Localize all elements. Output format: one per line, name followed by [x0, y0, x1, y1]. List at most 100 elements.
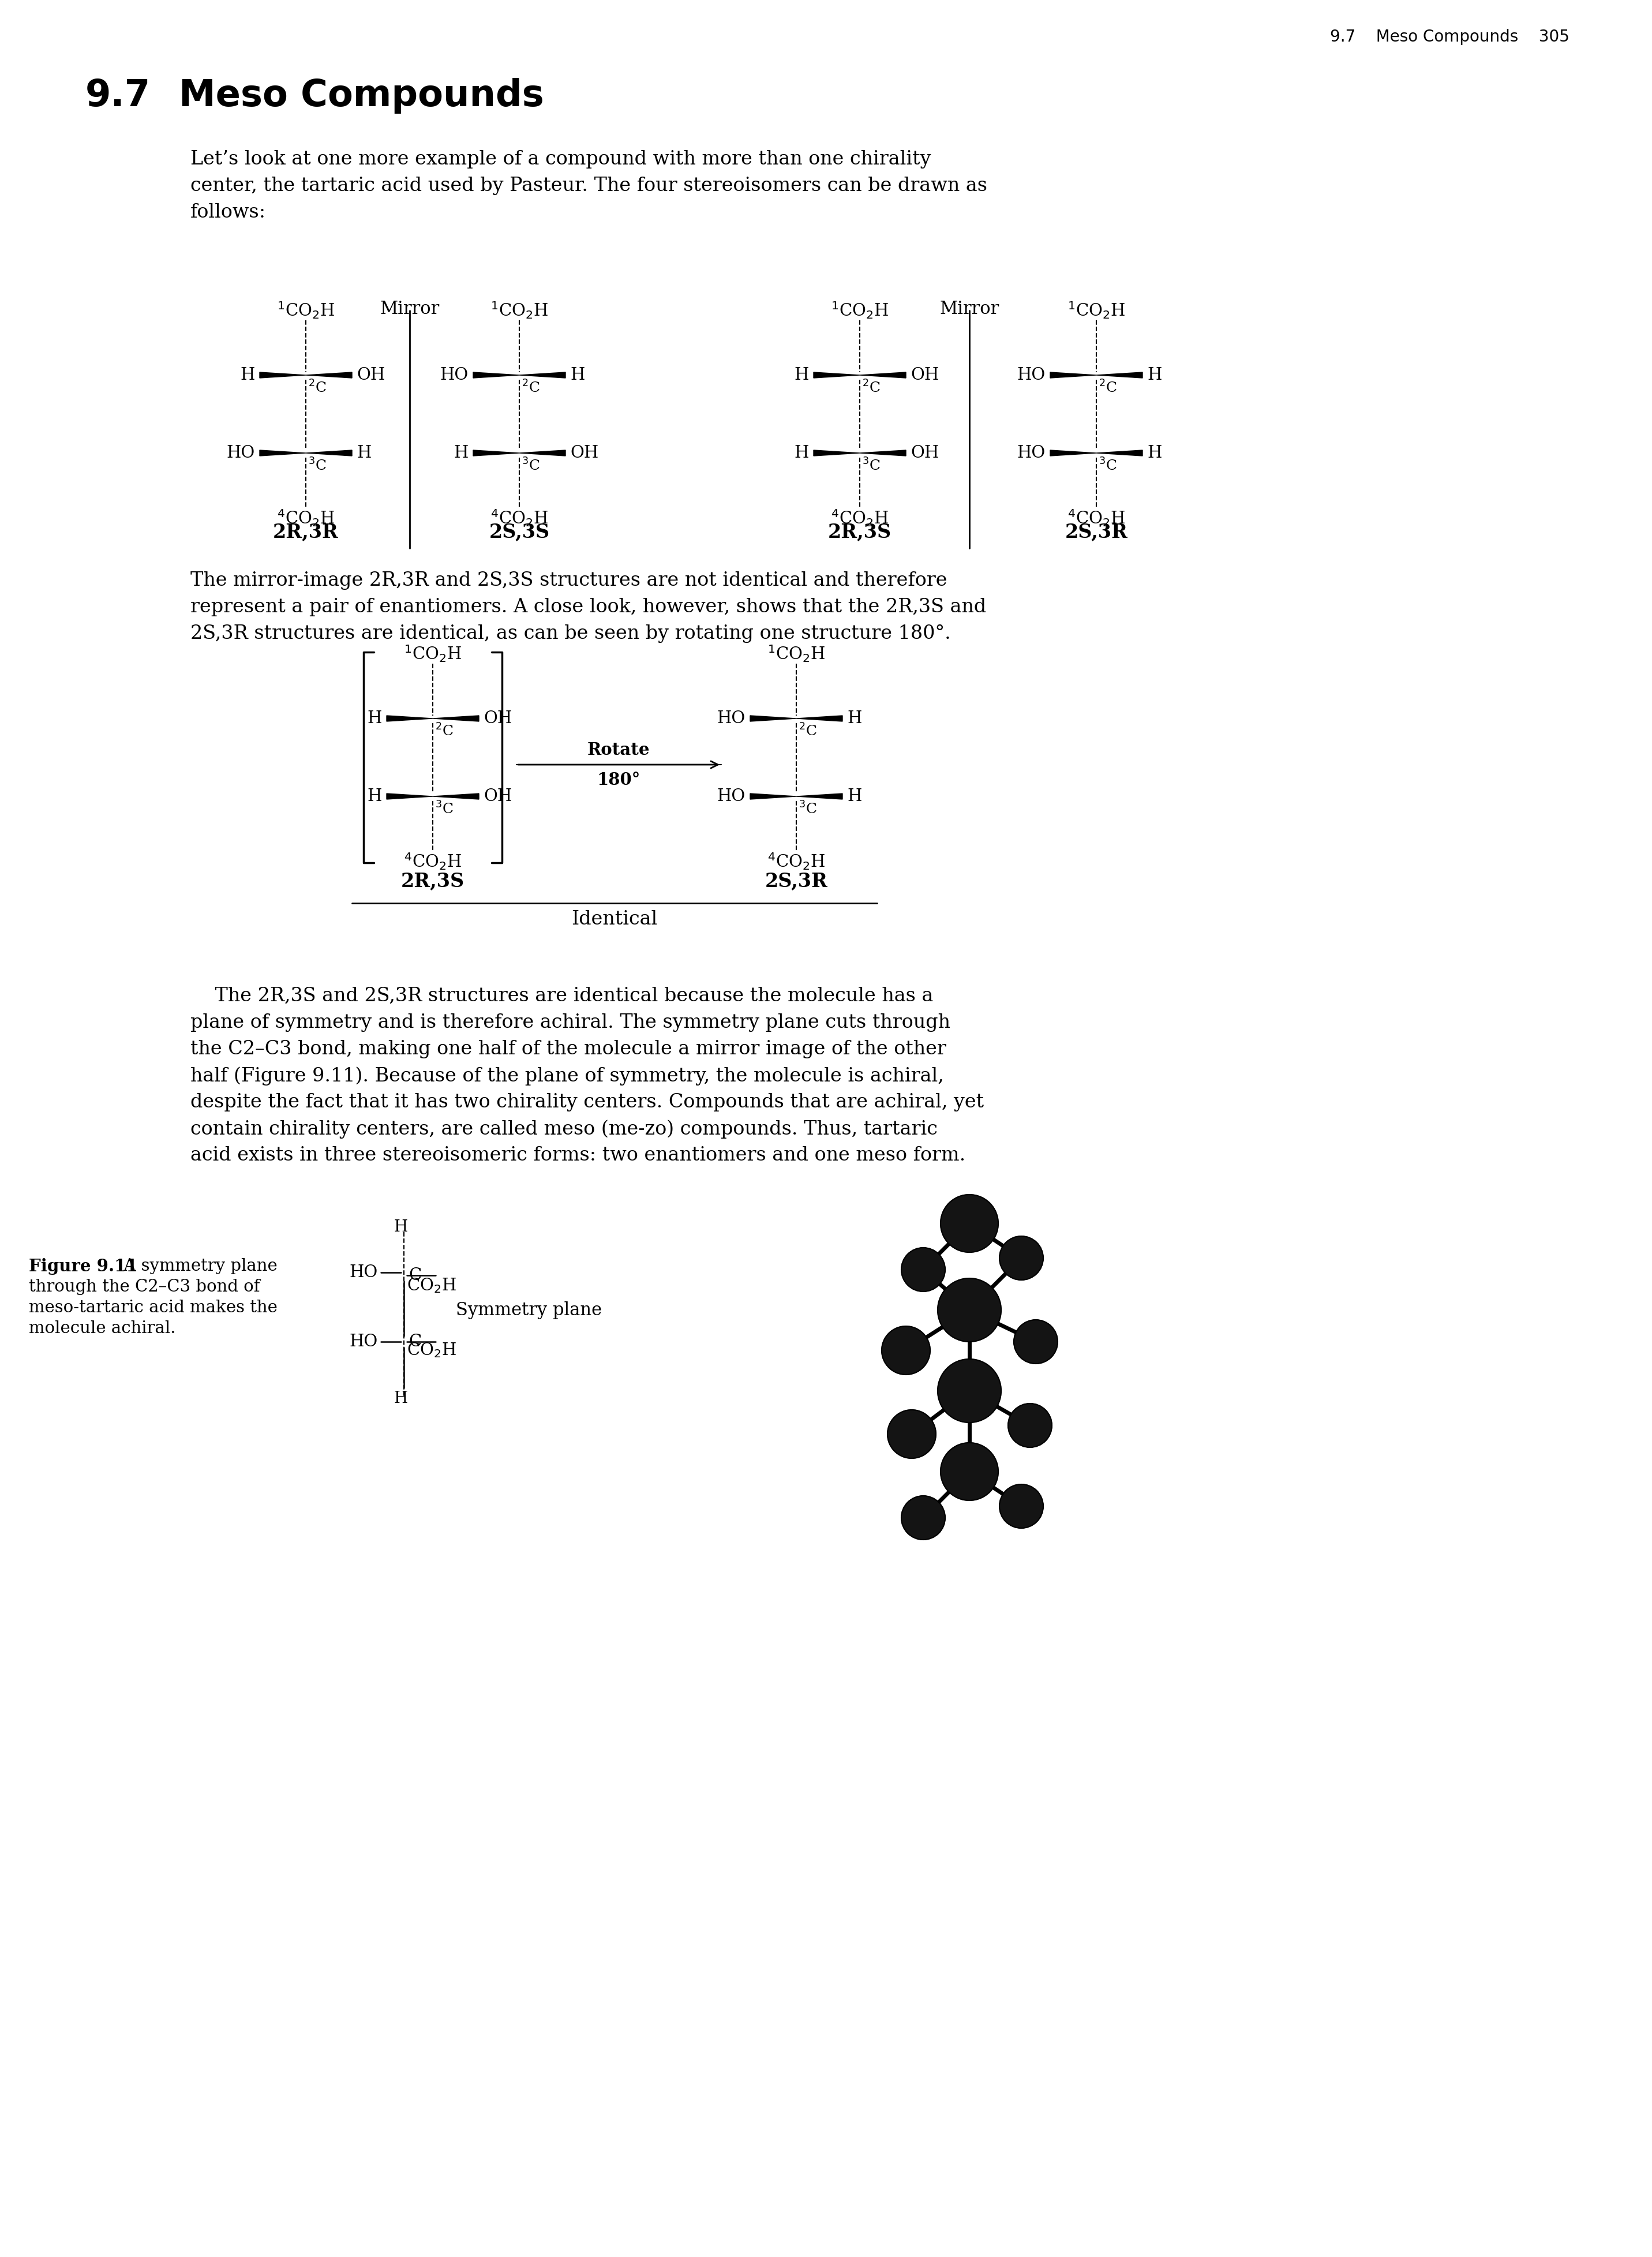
Circle shape [940, 1194, 998, 1253]
Circle shape [999, 1237, 1044, 1280]
Text: OH: OH [484, 711, 512, 727]
Circle shape [938, 1359, 1001, 1422]
Text: follows:: follows: [190, 203, 266, 221]
Text: $^3$C: $^3$C [309, 458, 327, 474]
Circle shape [1008, 1404, 1052, 1447]
Circle shape [1014, 1320, 1057, 1363]
Text: H: H [795, 445, 809, 460]
Text: 9.7: 9.7 [86, 79, 150, 113]
Polygon shape [306, 372, 352, 377]
Text: $^4$CO$_2$H: $^4$CO$_2$H [403, 851, 461, 871]
Text: OH: OH [910, 368, 938, 384]
Text: 2S,3R structures are identical, as can be seen by rotating one structure 180°.: 2S,3R structures are identical, as can b… [190, 625, 952, 643]
Text: $^1$CO$_2$H: $^1$CO$_2$H [768, 643, 824, 664]
Text: HO: HO [1018, 445, 1046, 460]
Text: H: H [367, 711, 382, 727]
Text: H: H [847, 788, 862, 803]
Text: $^2$C: $^2$C [522, 379, 540, 395]
Polygon shape [796, 794, 843, 799]
Text: H: H [395, 1219, 408, 1235]
Polygon shape [387, 715, 433, 722]
Polygon shape [472, 372, 519, 377]
Text: $^3$C: $^3$C [1099, 458, 1117, 474]
Text: 2R,3S: 2R,3S [828, 521, 892, 542]
Polygon shape [813, 449, 859, 456]
Text: acid exists in three stereoisomeric forms: two enantiomers and one meso form.: acid exists in three stereoisomeric form… [190, 1147, 965, 1165]
Text: contain chirality centers, are called meso (me-zo) compounds. Thus, tartaric: contain chirality centers, are called me… [190, 1119, 938, 1138]
Polygon shape [859, 372, 905, 377]
Text: 2S,3S: 2S,3S [489, 521, 550, 542]
Polygon shape [259, 372, 306, 377]
Circle shape [882, 1327, 930, 1375]
Text: Figure 9.11: Figure 9.11 [28, 1257, 137, 1275]
Polygon shape [1051, 372, 1097, 377]
Polygon shape [750, 715, 796, 722]
Text: plane of symmetry and is therefore achiral. The symmetry plane cuts through: plane of symmetry and is therefore achir… [190, 1013, 950, 1031]
Polygon shape [859, 449, 905, 456]
Text: Symmetry plane: Symmetry plane [456, 1300, 601, 1318]
Text: H: H [241, 368, 254, 384]
Text: $^3$C: $^3$C [434, 801, 453, 817]
Text: HO: HO [350, 1334, 378, 1350]
Text: $^1$CO$_2$H: $^1$CO$_2$H [491, 300, 548, 320]
Text: H: H [795, 368, 809, 384]
Text: H: H [395, 1390, 408, 1406]
Text: despite the fact that it has two chirality centers. Compounds that are achiral, : despite the fact that it has two chirali… [190, 1092, 985, 1110]
Text: $^4$CO$_2$H: $^4$CO$_2$H [278, 508, 335, 528]
Text: 2S,3R: 2S,3R [765, 871, 828, 892]
Text: HO: HO [439, 368, 469, 384]
Text: OH: OH [484, 788, 512, 803]
Text: 9.7    Meso Compounds    305: 9.7 Meso Compounds 305 [1330, 29, 1569, 45]
Text: $^4$CO$_2$H: $^4$CO$_2$H [491, 508, 548, 528]
Text: Rotate: Rotate [586, 743, 649, 758]
Text: HO: HO [350, 1264, 378, 1280]
Circle shape [902, 1496, 945, 1539]
Text: H: H [357, 445, 372, 460]
Text: the C2–C3 bond, making one half of the molecule a mirror image of the other: the C2–C3 bond, making one half of the m… [190, 1040, 947, 1059]
Text: OH: OH [570, 445, 598, 460]
Text: OH: OH [357, 368, 385, 384]
Polygon shape [1051, 449, 1097, 456]
Text: C: C [408, 1334, 421, 1350]
Text: through the C2–C3 bond of: through the C2–C3 bond of [28, 1280, 259, 1296]
Text: H: H [454, 445, 469, 460]
Text: HO: HO [717, 711, 745, 727]
Text: $^3$C: $^3$C [522, 458, 540, 474]
Text: represent a pair of enantiomers. A close look, however, shows that the 2R,3S and: represent a pair of enantiomers. A close… [190, 598, 986, 616]
Polygon shape [433, 715, 479, 722]
Text: $^2$C: $^2$C [798, 722, 816, 738]
Polygon shape [306, 449, 352, 456]
Polygon shape [796, 715, 843, 722]
Text: $^2$C: $^2$C [309, 379, 327, 395]
Text: $^1$CO$_2$H: $^1$CO$_2$H [403, 643, 461, 664]
Circle shape [940, 1442, 998, 1501]
Text: 2S,3R: 2S,3R [1066, 521, 1128, 542]
Circle shape [999, 1485, 1044, 1528]
Text: Identical: Identical [572, 910, 657, 928]
Circle shape [887, 1411, 937, 1458]
Text: CO$_2$H: CO$_2$H [406, 1341, 456, 1359]
Polygon shape [750, 794, 796, 799]
Text: H: H [847, 711, 862, 727]
Text: HO: HO [1018, 368, 1046, 384]
Text: $^3$C: $^3$C [798, 801, 816, 817]
Text: $^1$CO$_2$H: $^1$CO$_2$H [278, 300, 335, 320]
Text: H: H [1146, 368, 1161, 384]
Text: 180°: 180° [596, 772, 641, 788]
Text: H: H [367, 788, 382, 803]
Text: Mirror: Mirror [380, 300, 439, 318]
Text: $^3$C: $^3$C [862, 458, 881, 474]
Text: molecule achiral.: molecule achiral. [28, 1320, 175, 1336]
Text: C: C [408, 1266, 421, 1284]
Text: $^4$CO$_2$H: $^4$CO$_2$H [768, 851, 824, 871]
Polygon shape [519, 372, 565, 377]
Polygon shape [813, 372, 859, 377]
Text: Let’s look at one more example of a compound with more than one chirality: Let’s look at one more example of a comp… [190, 149, 932, 169]
Text: $^1$CO$_2$H: $^1$CO$_2$H [831, 300, 889, 320]
Polygon shape [1097, 449, 1143, 456]
Text: center, the tartaric acid used by Pasteur. The four stereoisomers can be drawn a: center, the tartaric acid used by Pasteu… [190, 176, 988, 194]
Polygon shape [472, 449, 519, 456]
Text: The 2R,3S and 2S,3R structures are identical because the molecule has a: The 2R,3S and 2S,3R structures are ident… [190, 986, 933, 1004]
Text: $^2$C: $^2$C [862, 379, 881, 395]
Text: 2R,3R: 2R,3R [273, 521, 339, 542]
